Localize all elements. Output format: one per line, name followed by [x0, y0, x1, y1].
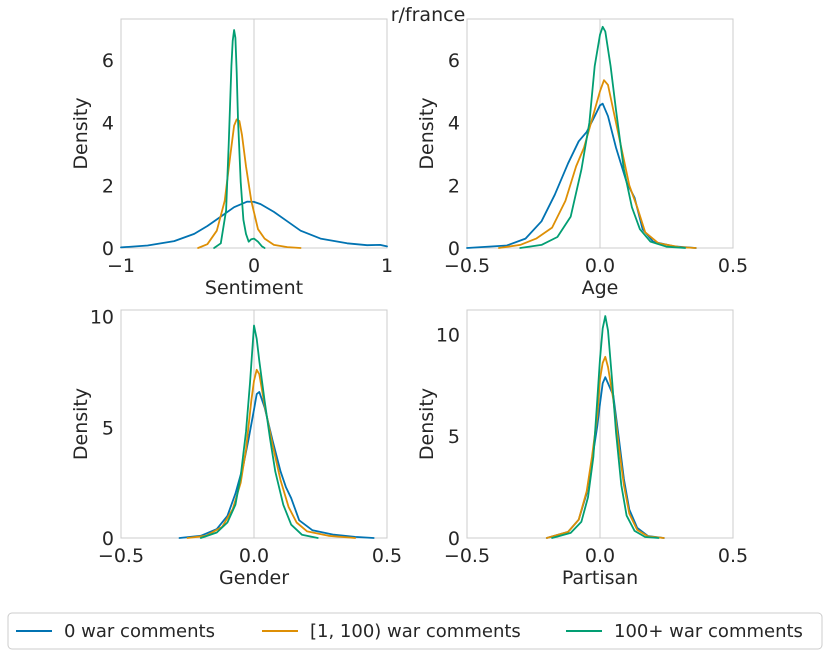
x-tick-label-age: 0.0: [585, 255, 615, 277]
density-line-age-series-3: [519, 25, 686, 249]
y-tick-label-partisan: 5: [448, 426, 460, 448]
density-line-age-series-2: [497, 79, 697, 249]
y-tick-label-partisan: 0: [448, 528, 460, 550]
y-tick-label-age: 0: [448, 238, 460, 260]
figure-suptitle: r/france: [391, 4, 466, 26]
x-tick-label-age: −0.5: [444, 255, 490, 277]
y-tick-label-sentiment: 4: [102, 113, 114, 135]
y-tick-label-partisan: 10: [436, 324, 460, 346]
y-tick-label-sentiment: 2: [102, 175, 114, 197]
panel-partisan: −0.5 0.0 0.5 0 5 10 Partisan Density: [416, 309, 748, 589]
x-tick-label-gender: −0.5: [98, 545, 144, 567]
x-tick-label-sentiment: 0: [248, 255, 260, 277]
density-line-partisan-series-3: [551, 315, 660, 539]
panel-gender: −0.5 0.0 0.5 0 5 10 Gender Density: [70, 307, 402, 589]
y-axis-label-gender: Density: [70, 388, 92, 460]
y-axis-label-age: Density: [416, 97, 438, 169]
x-tick-label-partisan: 0.5: [718, 545, 748, 567]
panel-age: −0.5 0.0 0.5 0 2 4 6 Age Density: [416, 18, 748, 299]
density-line-gender-series-2: [186, 368, 357, 539]
density-line-gender-series-3: [199, 324, 319, 539]
y-tick-label-gender: 10: [90, 307, 114, 329]
legend-label-1: 0 war comments: [64, 621, 215, 642]
y-axis-label-partisan: Density: [416, 388, 438, 460]
x-tick-label-partisan: 0.0: [585, 545, 615, 567]
legend: 0 war comments [1, 100) war comments 100+ …: [7, 612, 823, 650]
legend-frame: [7, 612, 823, 650]
x-tick-label-age: 0.5: [718, 255, 748, 277]
density-line-age-series-1: [466, 102, 697, 249]
x-tick-label-sentiment: 1: [381, 255, 393, 277]
y-tick-label-age: 4: [448, 113, 460, 135]
y-tick-label-sentiment: 0: [102, 238, 114, 260]
y-tick-label-sentiment: 6: [102, 50, 114, 72]
y-tick-label-gender: 0: [102, 528, 114, 550]
density-line-sentiment-series-1: [120, 200, 388, 249]
x-axis-label-partisan: Partisan: [562, 567, 638, 589]
density-line-sentiment-series-3: [213, 29, 266, 249]
density-line-partisan-series-2: [545, 355, 665, 539]
x-axis-label-sentiment: Sentiment: [205, 277, 303, 299]
density-line-gender-series-1: [178, 390, 375, 539]
y-axis-label-sentiment: Density: [70, 97, 92, 169]
x-tick-label-gender: 0.5: [372, 545, 402, 567]
y-tick-label-age: 6: [448, 50, 460, 72]
density-line-sentiment-series-2: [197, 118, 302, 249]
y-tick-label-gender: 5: [102, 417, 114, 439]
x-tick-label-partisan: −0.5: [444, 545, 490, 567]
y-tick-label-age: 2: [448, 175, 460, 197]
x-tick-label-gender: 0.0: [239, 545, 269, 567]
legend-label-3: 100+ war comments: [614, 621, 803, 642]
x-tick-label-sentiment: −1: [107, 255, 135, 277]
legend-label-2: [1, 100) war comments: [310, 621, 521, 642]
x-axis-label-age: Age: [582, 277, 619, 299]
x-axis-label-gender: Gender: [219, 567, 289, 589]
